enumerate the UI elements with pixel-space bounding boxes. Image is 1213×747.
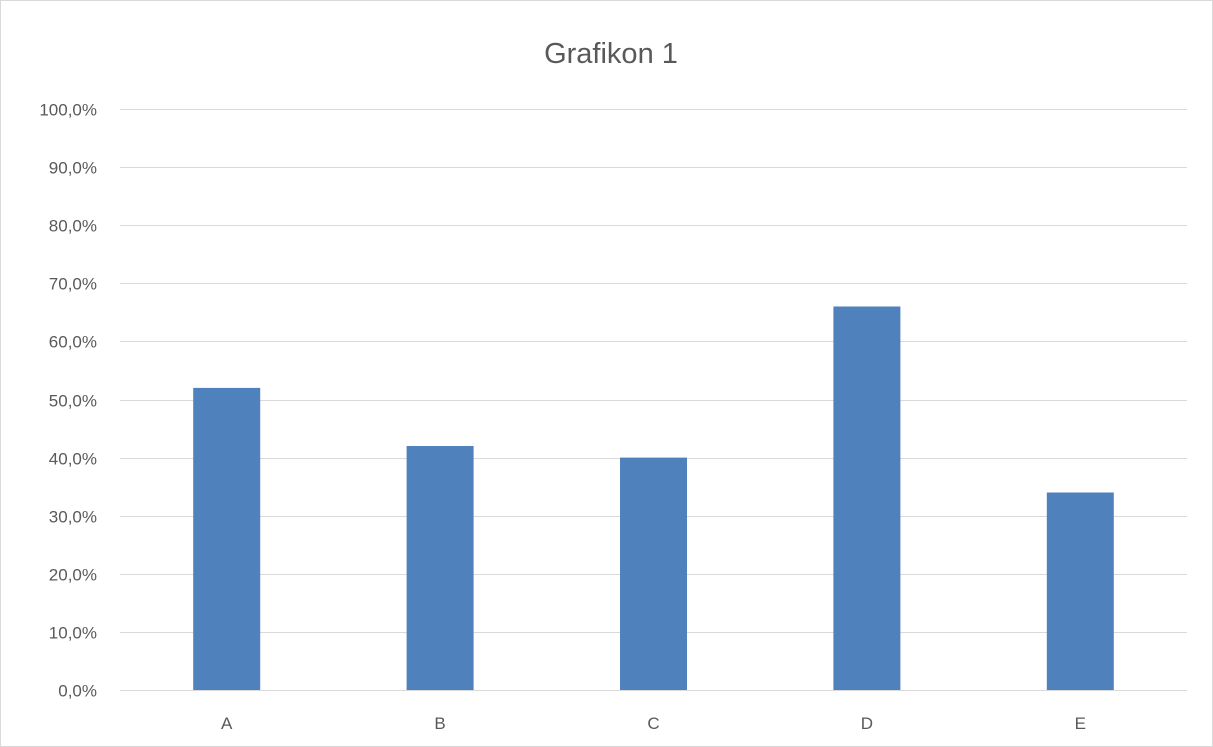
x-tick-label: A <box>221 714 233 733</box>
x-tick-label: B <box>434 714 445 733</box>
y-tick-label: 100,0% <box>39 101 97 120</box>
x-tick-label: D <box>861 714 873 733</box>
bar-b <box>406 446 474 690</box>
y-tick-label: 30,0% <box>49 508 97 527</box>
y-tick-label: 10,0% <box>49 624 97 643</box>
y-tick-label: 70,0% <box>49 275 97 294</box>
y-tick-label: 60,0% <box>49 333 97 352</box>
x-axis-tick-labels: A B C D E <box>221 714 1086 733</box>
y-tick-label: 20,0% <box>49 566 97 585</box>
bar-c <box>620 457 687 690</box>
y-tick-label: 0,0% <box>58 682 97 701</box>
y-axis-tick-labels: 0,0% 10,0% 20,0% 30,0% 40,0% 50,0% 60,0% 70,0% 8… <box>39 101 97 701</box>
bar-d <box>833 306 901 690</box>
chart-title: Grafikon 1 <box>544 38 678 70</box>
bars <box>193 306 1114 690</box>
bar-e <box>1046 492 1114 690</box>
x-tick-label: C <box>647 714 659 733</box>
bar-a <box>193 387 261 690</box>
y-tick-label: 80,0% <box>49 217 97 236</box>
y-tick-label: 50,0% <box>49 392 97 411</box>
x-tick-label: E <box>1075 714 1086 733</box>
y-tick-label: 40,0% <box>49 450 97 469</box>
y-tick-label: 90,0% <box>49 159 97 178</box>
